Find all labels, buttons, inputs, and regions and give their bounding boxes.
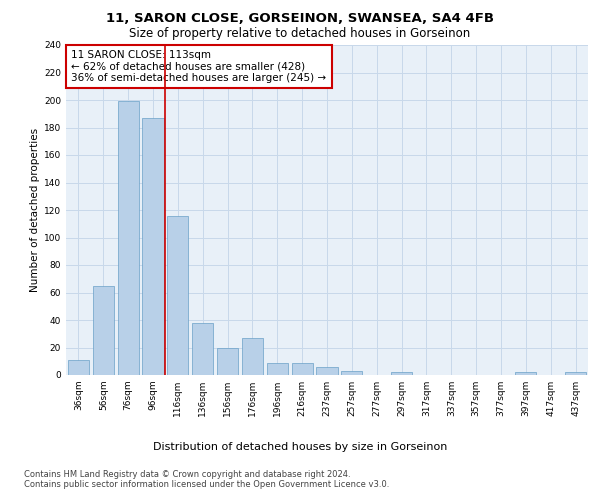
Bar: [515, 372, 536, 375]
Bar: [292, 362, 313, 375]
Bar: [565, 372, 586, 375]
Bar: [118, 102, 139, 375]
Text: Distribution of detached houses by size in Gorseinon: Distribution of detached houses by size …: [153, 442, 447, 452]
Bar: [316, 367, 338, 375]
Text: Size of property relative to detached houses in Gorseinon: Size of property relative to detached ho…: [130, 28, 470, 40]
Bar: [217, 348, 238, 375]
Bar: [341, 371, 362, 375]
Text: Contains HM Land Registry data © Crown copyright and database right 2024.
Contai: Contains HM Land Registry data © Crown c…: [24, 470, 389, 490]
Bar: [142, 118, 164, 375]
Bar: [167, 216, 188, 375]
Bar: [93, 286, 114, 375]
Bar: [267, 362, 288, 375]
Bar: [192, 323, 213, 375]
Bar: [242, 338, 263, 375]
Bar: [391, 372, 412, 375]
Text: 11, SARON CLOSE, GORSEINON, SWANSEA, SA4 4FB: 11, SARON CLOSE, GORSEINON, SWANSEA, SA4…: [106, 12, 494, 26]
Y-axis label: Number of detached properties: Number of detached properties: [30, 128, 40, 292]
Text: 11 SARON CLOSE: 113sqm
← 62% of detached houses are smaller (428)
36% of semi-de: 11 SARON CLOSE: 113sqm ← 62% of detached…: [71, 50, 326, 83]
Bar: [68, 360, 89, 375]
